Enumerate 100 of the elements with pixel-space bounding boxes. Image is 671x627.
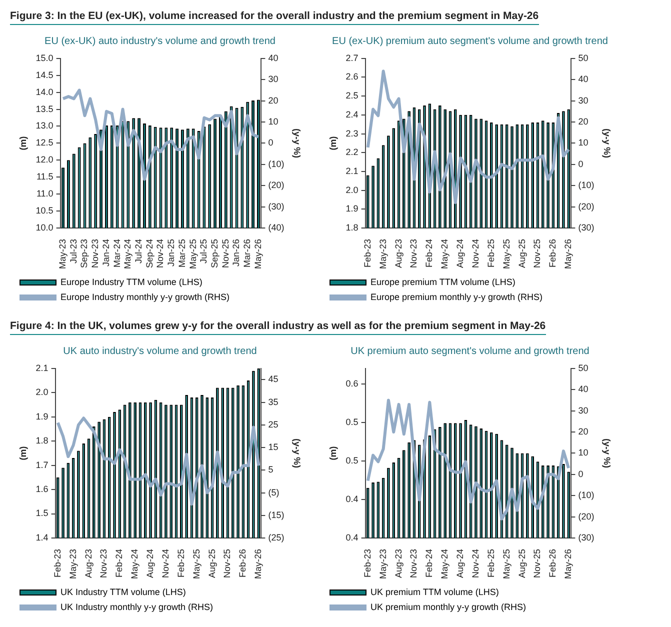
x-tick-label: Nov-25 [220, 238, 230, 268]
x-tick-label: Feb-23 [362, 548, 372, 578]
y2-tick-label: 35 [268, 396, 278, 407]
y-tick-label: 14.5 [36, 70, 54, 80]
x-tick-label: Jan-26 [231, 238, 242, 267]
x-tick-label: Sep-24 [144, 238, 154, 268]
y-tick-label: 0.6 [346, 378, 358, 388]
legend-label: Europe Industry monthly y-y growth (RHS) [60, 292, 230, 302]
x-tick-label: Jan-25 [166, 238, 176, 267]
y2-tick-label: 30 [578, 405, 588, 416]
legend-label: UK Industry TTM volume (LHS) [60, 586, 186, 597]
y-tick-label: 2.3 [346, 128, 358, 138]
x-tick-label: Feb-26 [238, 548, 248, 578]
y-tick-label: 12.5 [36, 138, 54, 148]
y2-tick-label: 10 [578, 138, 588, 148]
x-tick-label: Aug-25 [516, 238, 527, 268]
x-tick-label: Nov-25 [222, 548, 232, 578]
x-tick-label: Nov-25 [532, 238, 542, 268]
y-axis-title: (m) [18, 446, 28, 460]
x-tick-label: May-23 [378, 548, 388, 580]
y-tick-label: 2.6 [346, 72, 358, 82]
x-tick-label: May-24 [122, 238, 133, 270]
y-axis-title: (m) [328, 446, 338, 460]
x-tick-label: Jul-25 [198, 238, 209, 264]
legend-label: Europe premium monthly y-y growth (RHS) [370, 292, 543, 302]
y-tick-label: 2.1 [36, 362, 48, 373]
y-tick-label: 2.4 [346, 109, 358, 120]
y-tick-label: 0.5 [346, 416, 358, 427]
x-tick-label: Feb-24 [114, 548, 124, 578]
y2-tick-label: (30) [578, 222, 594, 232]
y-tick-label: 2.2 [346, 147, 358, 158]
y2-tick-label: 10 [268, 116, 278, 126]
legend-label: UK Industry monthly y-y growth (RHS) [60, 602, 214, 612]
x-tick-label: Mar-24 [112, 238, 122, 268]
y2-tick-label: (30) [578, 532, 594, 542]
legend-label: Europe premium TTM volume (LHS) [370, 276, 516, 287]
x-tick-label: May-25 [188, 238, 198, 270]
y2-tick-label: 50 [578, 52, 588, 63]
y2-tick-label: 15 [268, 442, 278, 452]
x-tick-label: Jul-24 [134, 238, 144, 264]
chart-title: Figure 4: In the UK, volumes grew y-y for the overall industry as well as for the premium segment in May-26 [10, 320, 546, 335]
chart-subtitle: UK premium auto segment's volume and growth trend [350, 346, 590, 359]
x-tick-label: Sep-23 [79, 238, 90, 268]
x-tick-label: Aug-23 [393, 548, 404, 578]
y-tick-label: 10.0 [36, 222, 54, 232]
y2-tick-label: (10) [578, 180, 594, 190]
x-tick-label: Mar-25 [176, 238, 187, 268]
y2-tick-label: 45 [268, 374, 278, 384]
x-tick-label: Feb-23 [52, 548, 62, 578]
y-tick-label: 1.8 [36, 436, 48, 446]
x-tick-label: May-23 [68, 548, 78, 580]
y-tick-label: 1.5 [36, 508, 48, 518]
y-tick-label: 2.0 [346, 184, 358, 195]
x-tick-label: Nov-23 [408, 548, 419, 578]
y-tick-label: 2.5 [346, 90, 358, 101]
y-tick-label: 2.7 [346, 52, 358, 63]
x-tick-label: May-26 [252, 238, 263, 270]
y-tick-label: 13.5 [36, 104, 54, 114]
x-tick-label: Aug-23 [83, 548, 94, 578]
y2-tick-label: 25 [268, 419, 278, 430]
x-tick-label: May-23 [58, 238, 68, 270]
x-tick-label: May-24 [440, 548, 450, 580]
legend-label: Europe Industry TTM volume (LHS) [60, 276, 202, 287]
y2-axis-title: (y-y %) [602, 438, 612, 468]
y2-axis-title: (y-y %) [292, 128, 302, 158]
y-tick-label: 1.7 [36, 460, 48, 470]
chart-title: Figure 3: In the EU (ex-UK), volume increased for the overall industry and the premium segment in May-26 [10, 10, 539, 25]
y2-tick-label: (15) [268, 510, 284, 520]
x-tick-label: Sep-25 [210, 238, 220, 268]
chart-subtitle: UK auto industry's volume and growth trend [62, 346, 258, 359]
y2-tick-label: 20 [578, 116, 588, 126]
y2-tick-label: 0 [578, 468, 584, 479]
y-tick-label: 14.0 [36, 86, 54, 97]
y-tick-label: 15.0 [36, 52, 54, 63]
y-axis-title: (m) [18, 136, 28, 150]
x-tick-label: Nov-23 [408, 238, 419, 268]
y-tick-label: 1.8 [346, 222, 358, 232]
y-tick-label: 12.0 [36, 154, 54, 165]
y2-tick-label: 30 [578, 95, 588, 106]
x-tick-label: May-26 [563, 548, 574, 580]
y2-tick-label: 40 [578, 384, 588, 394]
y-tick-label: 2.0 [36, 387, 48, 398]
y2-tick-label: (40) [268, 222, 284, 232]
x-tick-label: Aug-24 [455, 238, 466, 268]
y-tick-label: 10.5 [36, 206, 54, 216]
x-tick-label: May-24 [130, 548, 140, 580]
x-tick-label: Feb-24 [424, 238, 434, 268]
chart-subtitle: EU (ex-UK) premium auto segment's volume and growth trend [331, 36, 609, 49]
y2-tick-label: 40 [268, 52, 278, 63]
y2-tick-label: (20) [578, 511, 594, 522]
y2-tick-label: 20 [578, 426, 588, 436]
y-tick-label: 13.0 [36, 120, 54, 131]
y-tick-label: 1.9 [36, 411, 48, 422]
x-tick-label: Feb-25 [486, 548, 496, 578]
x-tick-label: May-26 [253, 548, 264, 580]
x-tick-label: May-26 [563, 238, 574, 270]
x-tick-label: Nov-24 [470, 548, 480, 578]
x-tick-label: Feb-26 [548, 238, 558, 268]
y2-tick-label: 30 [268, 74, 278, 84]
y2-tick-label: (20) [268, 180, 284, 190]
